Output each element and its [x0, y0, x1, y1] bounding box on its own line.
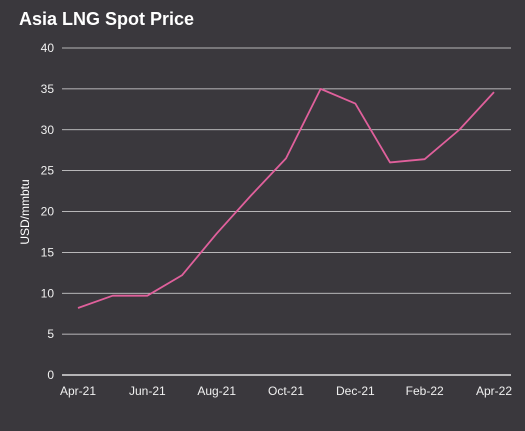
y-tick-label: 20	[41, 205, 55, 219]
x-tick-label: Aug-21	[197, 384, 236, 398]
y-tick-label: 15	[41, 245, 55, 259]
x-tick-label: Feb-22	[406, 384, 444, 398]
y-tick-label: 40	[41, 41, 55, 55]
series-layer	[77, 87, 495, 309]
x-tick-label: Apr-22	[476, 384, 512, 398]
grid-lines	[62, 47, 511, 376]
y-tick-label: 0	[47, 368, 54, 382]
chart-title: Asia LNG Spot Price	[19, 9, 195, 29]
series-line	[77, 87, 495, 309]
x-tick-label: Apr-21	[60, 384, 96, 398]
y-tick-label: 5	[47, 327, 54, 341]
y-axis-label: USD/mmbtu	[18, 179, 32, 244]
x-tick-label: Oct-21	[268, 384, 304, 398]
x-tick-label: Jun-21	[129, 384, 166, 398]
y-tick-label: 30	[41, 123, 55, 137]
y-tick-label: 25	[41, 164, 55, 178]
y-tick-label: 35	[41, 82, 55, 96]
x-tick-label: Dec-21	[336, 384, 375, 398]
y-axis-ticks: 0 5 10 15 20 25 30 35 40	[41, 41, 55, 382]
x-axis-ticks: Apr-21 Jun-21 Aug-21 Oct-21 Dec-21 Feb-22 Apr-…	[60, 384, 512, 398]
y-tick-label: 10	[41, 286, 55, 300]
